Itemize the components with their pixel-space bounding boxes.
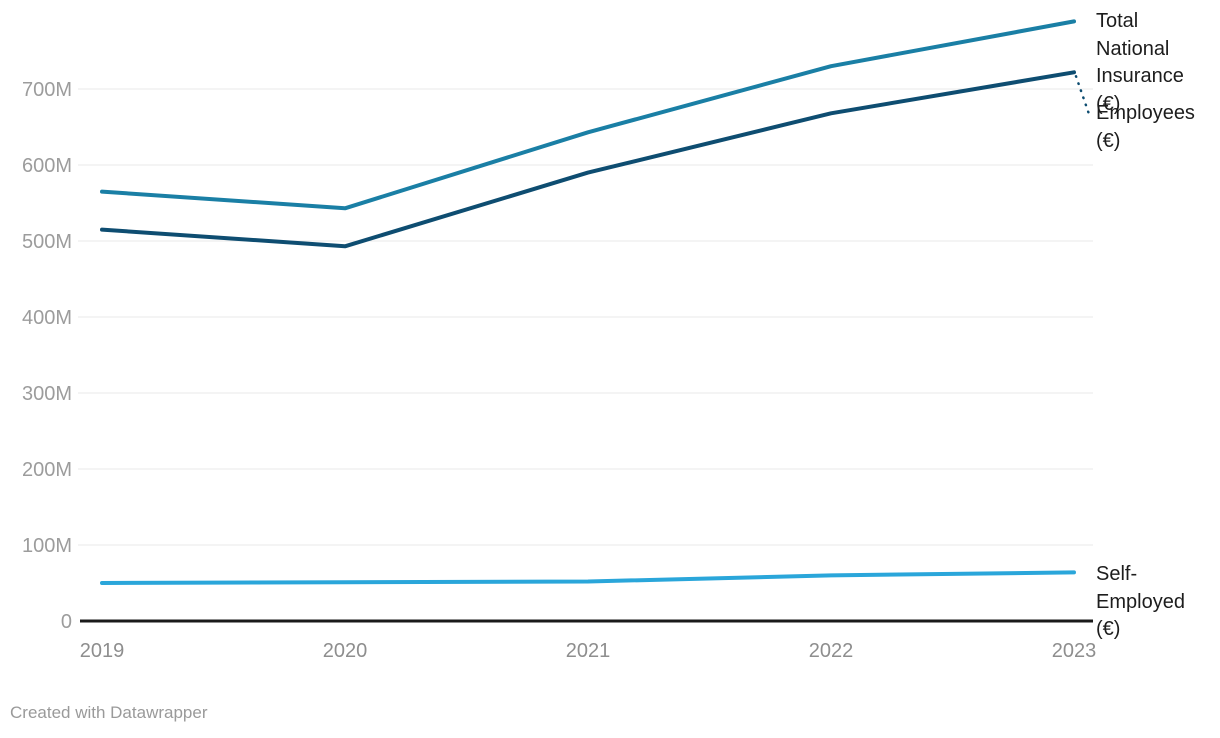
label-leader-line	[1074, 75, 1092, 119]
y-tick-label: 200M	[22, 459, 72, 481]
series-label-employees: Employees (€)	[1096, 102, 1195, 152]
y-tick-label: 0	[61, 611, 72, 633]
x-tick-label: 2020	[323, 640, 368, 662]
datawrapper-credit: Created with Datawrapper	[10, 703, 208, 722]
x-tick-label: 2019	[80, 640, 125, 662]
series-label-self-employed: Self-Employed (€)	[1096, 563, 1185, 640]
y-tick-label: 100M	[22, 535, 72, 557]
plot-area: 0 100M 200M 300M 400M 500M 600M 700M 2019 2020 202…	[22, 19, 1097, 662]
series-line-employees	[100, 70, 1076, 249]
series-line-self-employed	[100, 570, 1076, 585]
y-tick-label: 700M	[22, 79, 72, 101]
y-tick-label: 600M	[22, 155, 72, 177]
y-tick-label: 300M	[22, 383, 72, 405]
y-tick-label: 400M	[22, 307, 72, 329]
y-tick-label: 500M	[22, 231, 72, 253]
series-line-total-national-insurance	[100, 19, 1076, 211]
x-tick-label: 2022	[809, 640, 854, 662]
series-label-total-national-insurance: Total National Insurance (€)	[1096, 10, 1184, 115]
x-tick-label: 2021	[566, 640, 611, 662]
x-tick-label: 2023	[1052, 640, 1097, 662]
